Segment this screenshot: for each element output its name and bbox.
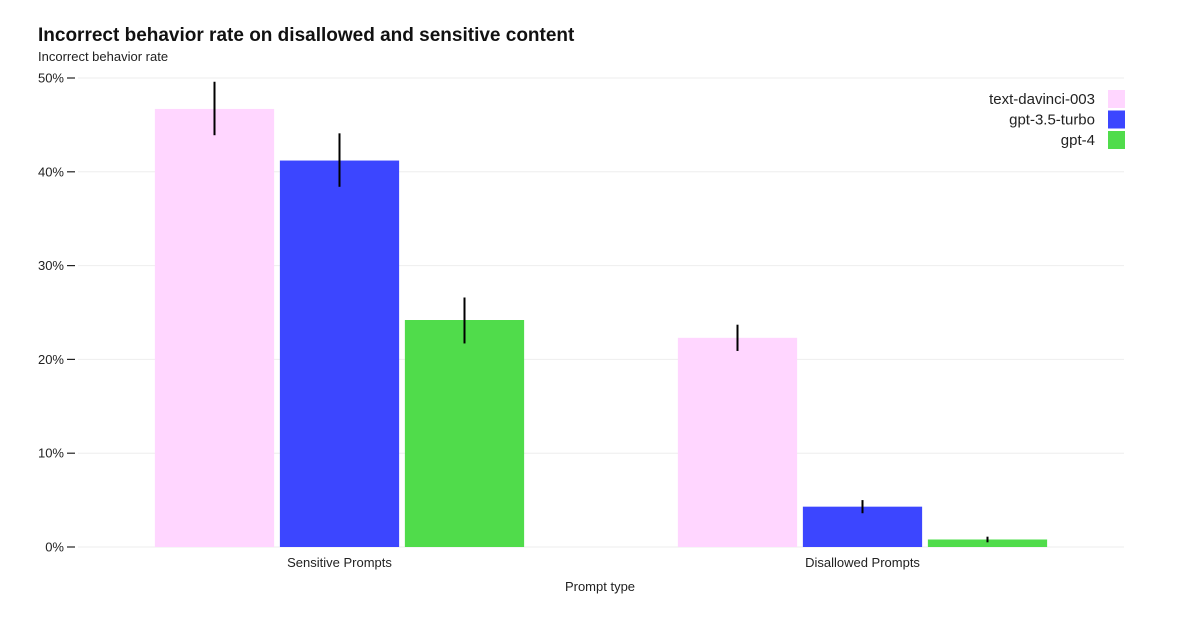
bar xyxy=(802,506,923,547)
bar xyxy=(677,337,798,547)
bar xyxy=(927,539,1048,547)
legend-swatch xyxy=(1108,90,1125,108)
y-tick-label: 10% xyxy=(38,446,64,461)
legend-swatch xyxy=(1108,110,1125,129)
chart-title: Incorrect behavior rate on disallowed an… xyxy=(38,25,575,46)
x-axis: Sensitive Prompts Disallowed Prompts xyxy=(287,555,920,570)
legend: text-davinci-003 gpt-3.5-turbo gpt-4 xyxy=(989,90,1125,149)
bar xyxy=(279,160,400,547)
legend-label: gpt-3.5-turbo xyxy=(1009,112,1095,129)
x-axis-title: Prompt type xyxy=(565,579,635,594)
x-tick-label: Sensitive Prompts xyxy=(287,555,392,570)
y-axis-title: Incorrect behavior rate xyxy=(38,49,168,64)
y-axis: 0% 10% 20% 30% 40% 50% xyxy=(38,71,75,555)
bar xyxy=(404,320,525,547)
x-tick-label: Disallowed Prompts xyxy=(805,555,920,570)
y-tick-label: 40% xyxy=(38,164,64,179)
y-tick-label: 50% xyxy=(38,71,64,86)
bars xyxy=(154,81,1048,547)
y-tick-label: 20% xyxy=(38,352,64,367)
y-tick-label: 30% xyxy=(38,258,64,273)
legend-swatch xyxy=(1108,131,1125,149)
legend-label: text-davinci-003 xyxy=(989,91,1095,108)
y-tick-label: 0% xyxy=(45,540,64,555)
bar xyxy=(154,108,275,547)
legend-label: gpt-4 xyxy=(1061,132,1095,149)
